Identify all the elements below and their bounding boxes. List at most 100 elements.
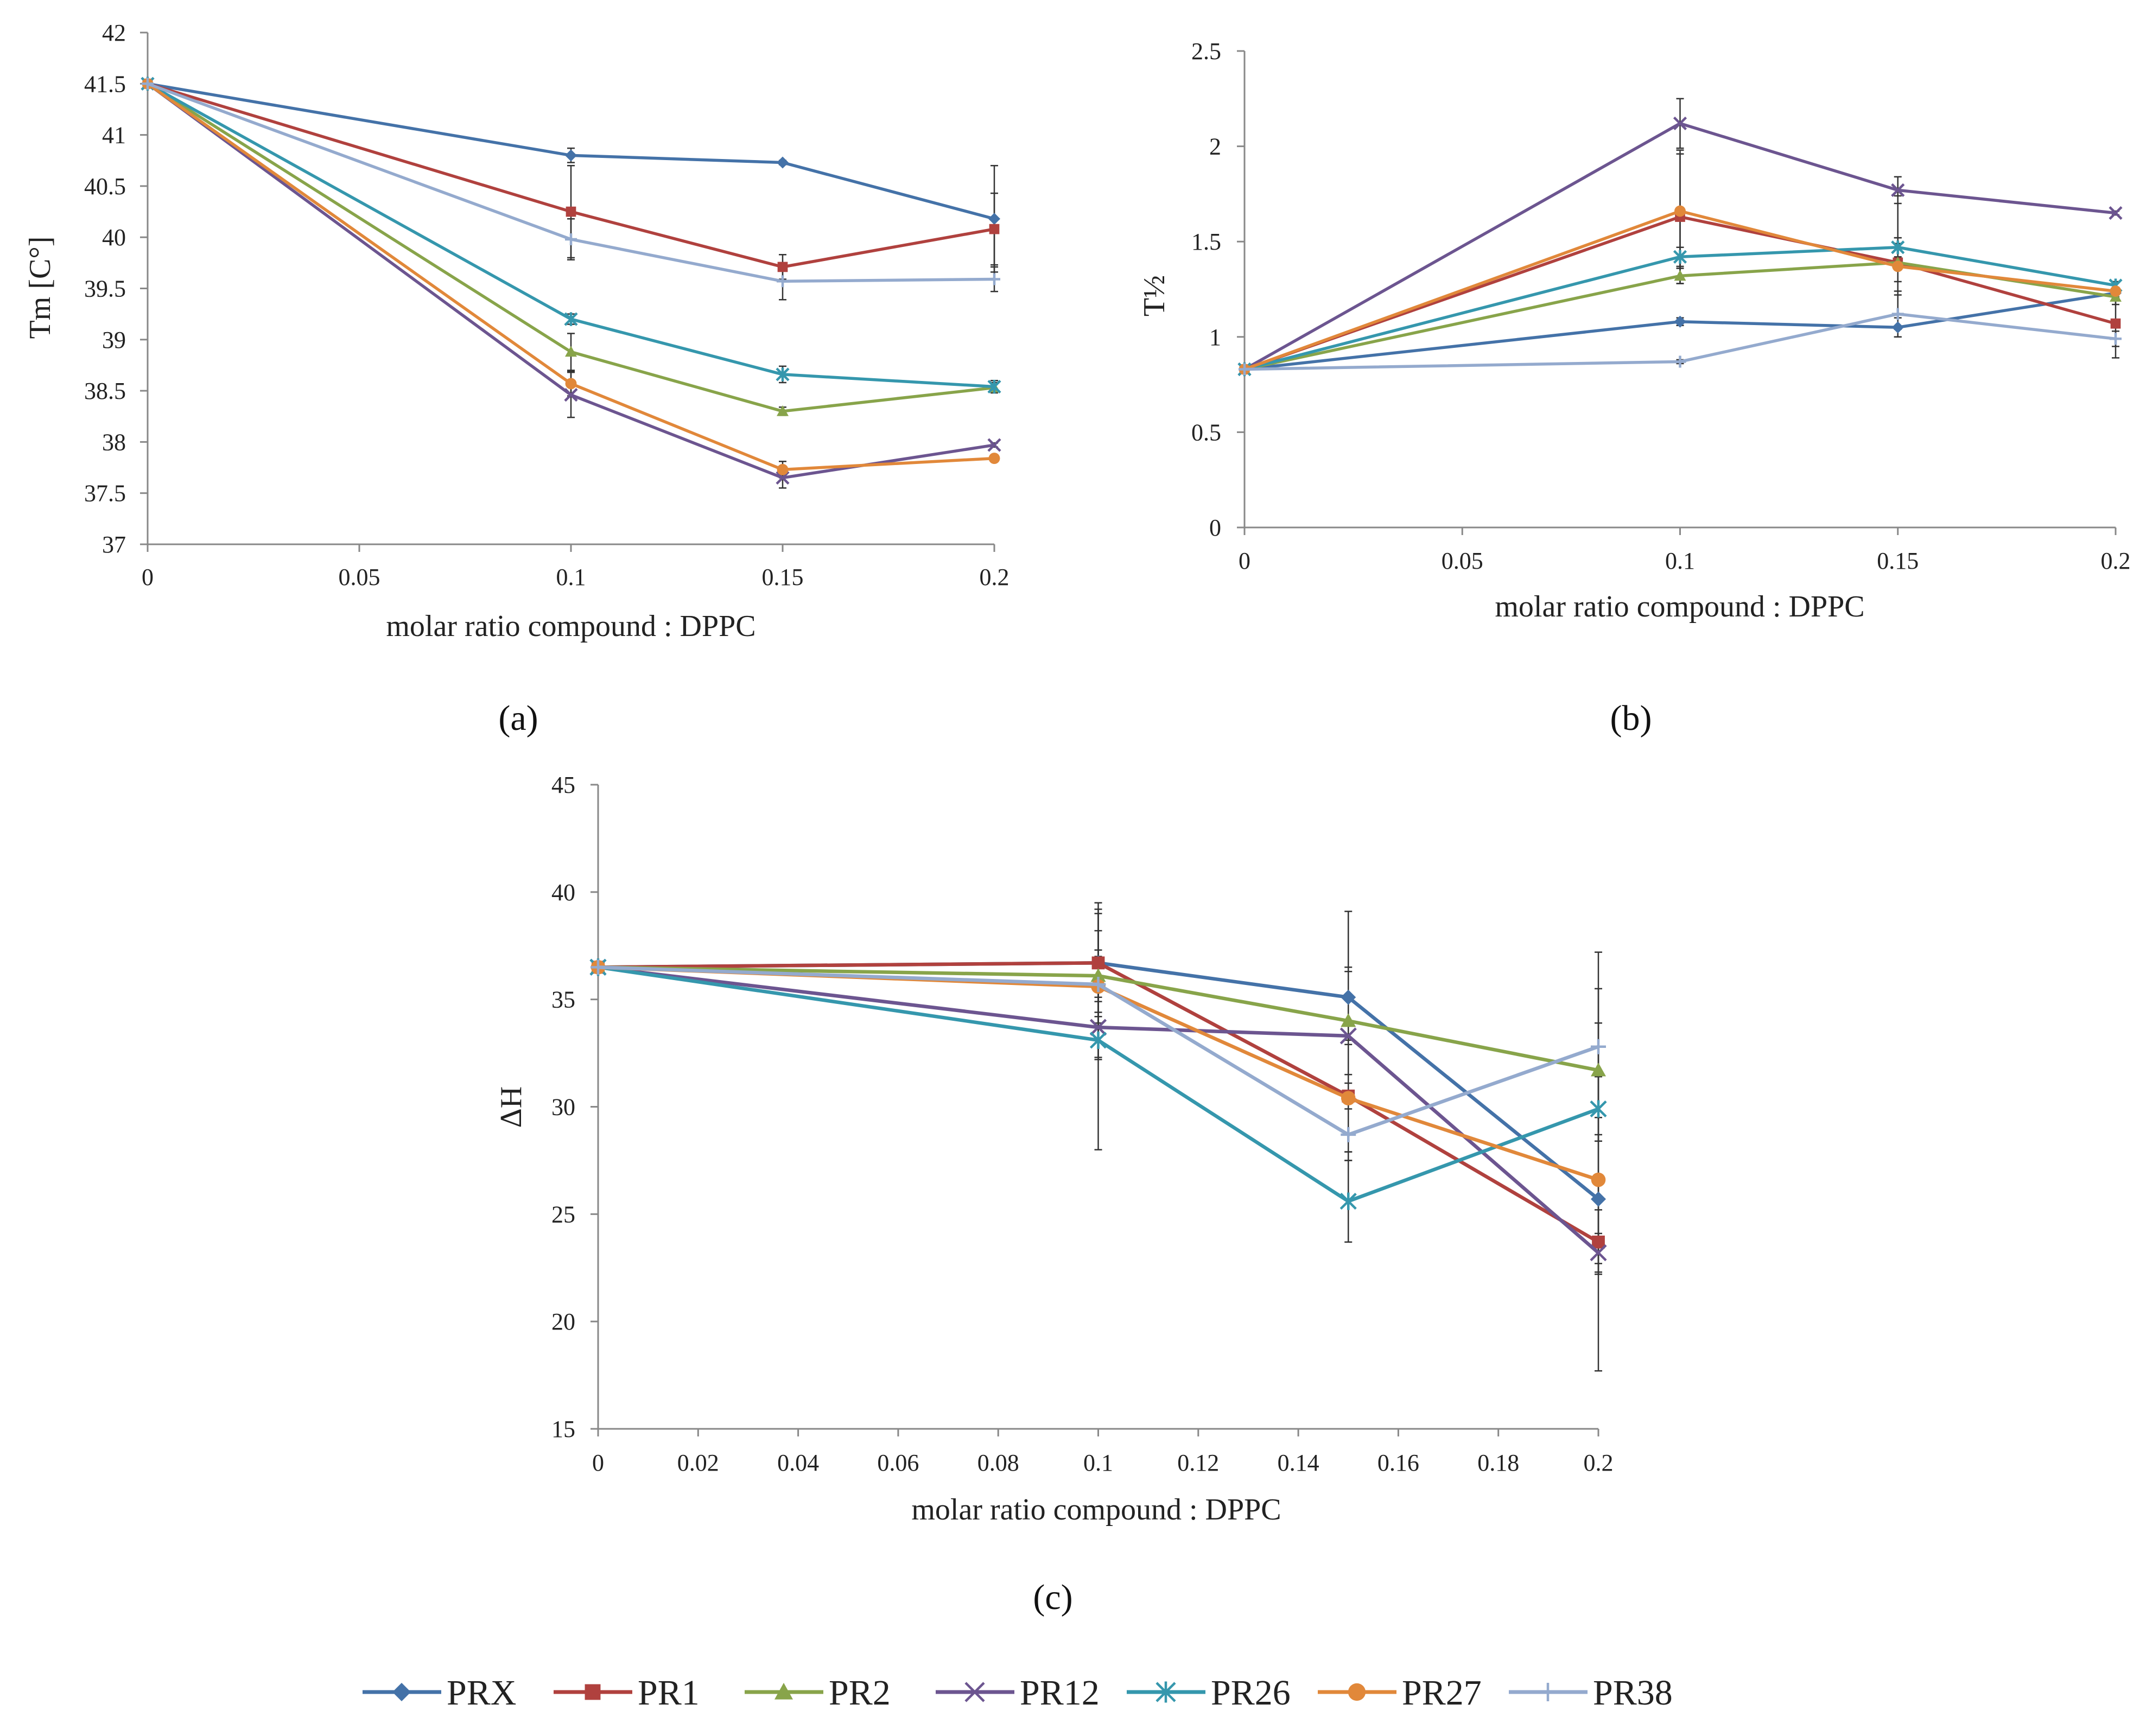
point-a-PR12-1 xyxy=(564,388,578,402)
y-tick-label-a-5: 39.5 xyxy=(84,276,126,302)
point-b-PR38-2-shape xyxy=(1891,308,1904,320)
point-c-PR27-3 xyxy=(1591,1172,1606,1187)
point-a-PR12-1-shape xyxy=(564,388,578,402)
point-a-PR26-2-shape xyxy=(776,367,790,381)
legend-marker-PR2-shape xyxy=(774,1683,793,1700)
point-c-PR26-2-shape xyxy=(1339,1192,1357,1210)
point-b-PRX-1 xyxy=(1674,315,1686,328)
point-b-PR38-1 xyxy=(1674,355,1686,368)
series-line-a-PR2 xyxy=(147,82,995,413)
point-a-PRX-3 xyxy=(988,213,1000,225)
point-b-PR27-1 xyxy=(1674,205,1686,217)
point-c-PR27-2 xyxy=(1341,1091,1356,1105)
point-b-PR38-1-shape xyxy=(1674,355,1686,368)
point-a-PR1-1 xyxy=(566,206,576,217)
point-a-PRX-2-shape xyxy=(777,156,789,169)
point-b-PR1-3 xyxy=(2110,318,2121,329)
x-tick-label-c-1: 0.02 xyxy=(677,1449,719,1476)
panel-label-b: (b) xyxy=(1610,698,1652,738)
point-c-PR38-3-shape xyxy=(1591,1039,1606,1054)
point-a-PR1-3 xyxy=(989,224,1000,234)
x-tick-label-c-10: 0.2 xyxy=(1584,1449,1614,1476)
point-b-PR12-3-shape xyxy=(2109,206,2123,220)
series-line-c-PR2 xyxy=(598,965,1599,1072)
x-tick-label-a-2: 0.1 xyxy=(556,564,586,590)
point-c-PR26-1 xyxy=(1089,1031,1107,1049)
series-line-c-PR12 xyxy=(598,965,1600,1255)
x-tick-label-c-0: 0 xyxy=(592,1449,604,1476)
point-a-PR2-1 xyxy=(565,346,577,357)
point-a-PR27-2 xyxy=(777,463,789,475)
x-tick-label-c-5: 0.1 xyxy=(1083,1449,1113,1476)
point-b-PRX-2-shape xyxy=(1891,321,1904,334)
legend-label-PRX: PRX xyxy=(447,1673,516,1713)
y-tick-label-c-1: 20 xyxy=(551,1308,575,1335)
chart-c: (c) 15 20 25 30 35 40 45 0 0.02 0.04 0.06 0.08 0.1 0.… xyxy=(494,772,1614,1617)
x-tick-label-c-9: 0.18 xyxy=(1477,1449,1519,1476)
point-b-PR12-1 xyxy=(1673,116,1687,131)
y-axis-label-b: T½ xyxy=(1138,275,1171,316)
point-a-PR2-2-shape xyxy=(777,405,789,416)
point-b-PR12-1-shape xyxy=(1673,116,1687,131)
series-line-a-PR38 xyxy=(147,82,995,283)
legend-marker-PRX xyxy=(392,1683,411,1701)
legend-label-PR2: PR2 xyxy=(829,1673,891,1713)
legend-item-PR26: PR26 xyxy=(1127,1673,1291,1713)
point-c-PR12-1 xyxy=(1089,1019,1107,1036)
point-a-PR38-0-shape xyxy=(142,78,154,90)
point-c-PRX-3-shape xyxy=(1591,1191,1606,1207)
panel-label-c: (c) xyxy=(1033,1578,1072,1617)
y-tick-label-a-10: 42 xyxy=(102,20,126,46)
point-a-PR26-2 xyxy=(776,367,790,381)
point-a-PR26-3 xyxy=(987,379,1001,394)
point-c-PR12-3-shape xyxy=(1590,1244,1607,1262)
y-tick-label-a-6: 40 xyxy=(102,224,126,251)
series-line-a-PR1 xyxy=(147,82,995,269)
y-tick-label-a-1: 37.5 xyxy=(84,480,126,507)
point-a-PRX-3-shape xyxy=(988,213,1000,225)
legend-marker-PR38 xyxy=(1539,1683,1557,1701)
legend-item-PR1: PR1 xyxy=(554,1673,700,1713)
x-tick-label-b-1: 0.05 xyxy=(1442,548,1483,574)
point-a-PR38-0 xyxy=(142,78,154,90)
legend-item-PRX: PRX xyxy=(363,1673,516,1713)
point-c-PR2-1 xyxy=(1090,968,1106,982)
y-tick-label-a-2: 38 xyxy=(102,429,126,455)
point-a-PR38-3-shape xyxy=(988,273,1000,285)
point-c-PR2-3-shape xyxy=(1591,1063,1606,1077)
point-b-PR2-1 xyxy=(1674,270,1686,281)
point-a-PR38-2 xyxy=(777,275,789,288)
point-a-PR27-1-shape xyxy=(565,378,577,390)
point-c-PR1-3 xyxy=(1592,1235,1605,1249)
y-tick-label-c-0: 15 xyxy=(551,1416,575,1442)
series-line-c-PR1 xyxy=(598,961,1599,1244)
y-axis-label-a: Tm [C°] xyxy=(23,237,57,339)
point-a-PR26-1 xyxy=(564,312,578,326)
point-c-PR26-3-shape xyxy=(1590,1100,1607,1118)
point-a-PR1-2-shape xyxy=(777,262,788,272)
legend-label-PR26: PR26 xyxy=(1211,1673,1291,1713)
legend-marker-PR2 xyxy=(774,1683,793,1700)
x-tick-label-c-7: 0.14 xyxy=(1278,1449,1319,1476)
x-tick-label-a-0: 0 xyxy=(142,564,154,590)
point-a-PR12-2 xyxy=(776,470,790,485)
panel-label-a: (a) xyxy=(498,698,538,738)
point-a-PR26-1-shape xyxy=(564,312,578,326)
y-tick-label-c-5: 40 xyxy=(551,879,575,906)
y-tick-label-a-0: 37 xyxy=(102,531,126,558)
point-c-PR1-3-shape xyxy=(1592,1235,1605,1249)
legend-marker-PR27 xyxy=(1348,1683,1366,1701)
legend-marker-PR1-shape xyxy=(585,1684,601,1700)
y-tick-label-b-0: 0 xyxy=(1209,514,1221,541)
point-c-PR2-2-shape xyxy=(1341,1013,1356,1027)
series-line-b-PR27 xyxy=(1244,209,2116,371)
y-tick-label-b-2: 1 xyxy=(1209,324,1221,351)
point-a-PR27-2-shape xyxy=(777,463,789,475)
y-tick-label-a-8: 41 xyxy=(102,122,126,149)
point-c-PR27-3-shape xyxy=(1591,1172,1606,1187)
x-axis-label-c: molar ratio compound : DPPC xyxy=(911,1493,1281,1527)
point-a-PRX-1 xyxy=(565,149,577,162)
point-a-PR27-1 xyxy=(565,378,577,390)
series-line-c-PR38 xyxy=(598,965,1599,1137)
